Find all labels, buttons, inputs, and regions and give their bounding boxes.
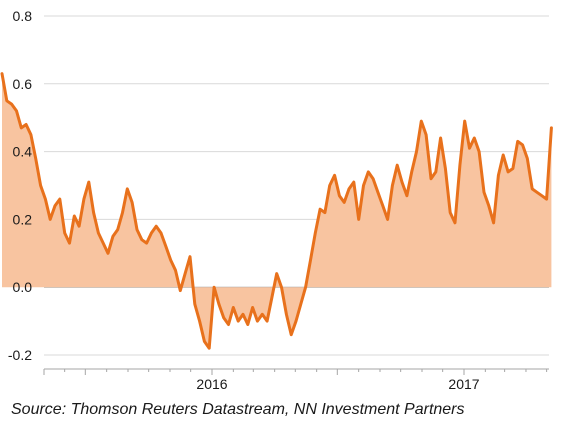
y-tick-label: -0.2: [8, 347, 32, 363]
x-tick-label: 2017: [448, 376, 479, 392]
series-line: [0, 72, 553, 350]
y-tick-label: 0.6: [13, 76, 33, 92]
y-tick-label: 0.4: [13, 144, 33, 160]
x-axis: [43, 368, 549, 375]
x-tick-label: 2016: [196, 376, 227, 392]
y-tick-label: 0.2: [13, 211, 33, 227]
x-axis-tick-labels: 2016 2017: [196, 376, 479, 392]
y-tick-label: 0.8: [13, 8, 33, 24]
y-tick-label: 0.0: [13, 279, 33, 295]
y-axis-tick-labels: 0.8 0.6 0.4 0.2 0.0 -0.2: [8, 8, 32, 363]
series-fill: [2, 73, 552, 349]
source-note: Source: Thomson Reuters Datastream, NN I…: [11, 401, 465, 418]
series-area: [0, 72, 553, 350]
